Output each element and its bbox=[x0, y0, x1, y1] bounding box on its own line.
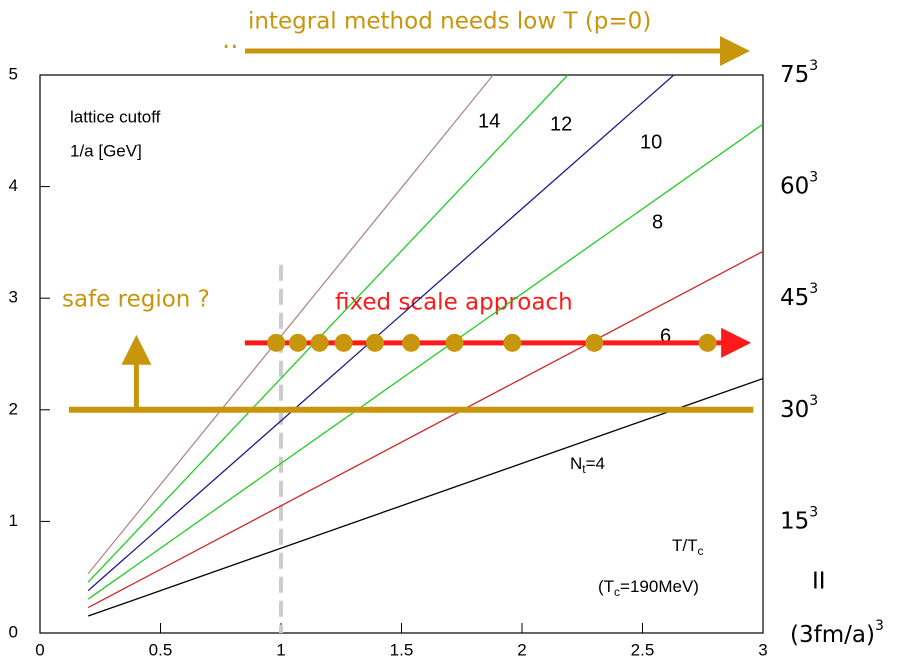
cutoff-unit: 1/a [GeV] bbox=[70, 141, 142, 160]
series-label: 12 bbox=[550, 113, 572, 135]
x-label: T/Tc bbox=[672, 536, 704, 558]
fixed-point bbox=[334, 333, 353, 352]
x-tick-label: 2.5 bbox=[631, 640, 655, 659]
plot-frame bbox=[39, 74, 764, 634]
label-main: N bbox=[570, 454, 582, 473]
y2-tick-label: 453 bbox=[780, 281, 818, 311]
x-tick-label: 1 bbox=[276, 640, 285, 659]
fixed-point bbox=[402, 333, 421, 352]
y2-tick-base: 45 bbox=[780, 285, 809, 311]
x-tick-label: 2 bbox=[517, 640, 526, 659]
y-tick-label: 1 bbox=[9, 511, 18, 530]
x-tick-label: 1.5 bbox=[390, 640, 414, 659]
y-tick-label: 3 bbox=[9, 288, 18, 307]
x-tick-label: 0.5 bbox=[149, 640, 173, 659]
label-rest: =4 bbox=[586, 454, 605, 473]
y2-equals: II bbox=[812, 569, 826, 595]
y2-unit: (3fm/a)3 bbox=[790, 618, 884, 648]
safe-region-label: safe region ? bbox=[62, 287, 210, 313]
fixed-point bbox=[288, 333, 307, 352]
y2-tick-exp: 3 bbox=[809, 393, 818, 409]
fixed-point bbox=[365, 333, 384, 352]
fixed-point bbox=[698, 333, 717, 352]
fixed-point bbox=[267, 333, 286, 352]
x-note: (Tc=190MeV) bbox=[598, 577, 699, 599]
y-tick-label: 2 bbox=[9, 399, 18, 418]
fixed-point bbox=[445, 333, 464, 352]
series-label: Nt=4 bbox=[570, 454, 605, 476]
series-label: 14 bbox=[478, 110, 500, 132]
y2-tick-exp: 3 bbox=[809, 58, 818, 74]
y2-tick-label: 153 bbox=[780, 504, 818, 534]
fixed-point bbox=[585, 333, 604, 352]
series-line bbox=[87, 377, 764, 617]
series-line bbox=[87, 74, 675, 592]
series-label: 6 bbox=[660, 325, 671, 347]
y2-tick-exp: 3 bbox=[809, 504, 818, 520]
y2-tick-base: 15 bbox=[780, 508, 809, 534]
x-tick-label: 3 bbox=[758, 640, 767, 659]
fixed-scale-label: fixed scale approach bbox=[335, 290, 573, 316]
y-tick-label: 0 bbox=[9, 622, 18, 641]
y2-tick-exp: 3 bbox=[809, 170, 818, 186]
label-sub: t bbox=[582, 462, 586, 476]
y2-tick-base: 75 bbox=[780, 62, 809, 88]
y2-tick-label: 303 bbox=[780, 393, 818, 423]
dots: ·· bbox=[222, 33, 239, 63]
series-label: 8 bbox=[652, 211, 663, 233]
y2-tick-label: 603 bbox=[780, 170, 818, 200]
y2-tick-label: 753 bbox=[780, 58, 818, 88]
fixed-point bbox=[310, 333, 329, 352]
series-line bbox=[87, 250, 764, 609]
series-line bbox=[87, 74, 569, 583]
cutoff-title: lattice cutoff bbox=[70, 107, 161, 126]
y2-tick-base: 30 bbox=[780, 396, 809, 422]
y-tick-label: 4 bbox=[9, 176, 18, 195]
y2-tick-exp: 3 bbox=[809, 281, 818, 297]
series-line bbox=[87, 123, 764, 600]
x-tick-label: 0 bbox=[35, 640, 44, 659]
fixed-point bbox=[503, 333, 522, 352]
y2-tick-base: 60 bbox=[780, 173, 809, 199]
y-tick-label: 5 bbox=[9, 64, 18, 83]
series-line bbox=[87, 74, 494, 575]
series-label: 10 bbox=[640, 131, 662, 153]
top-arrow-label: integral method needs low T (p=0) bbox=[248, 9, 651, 35]
